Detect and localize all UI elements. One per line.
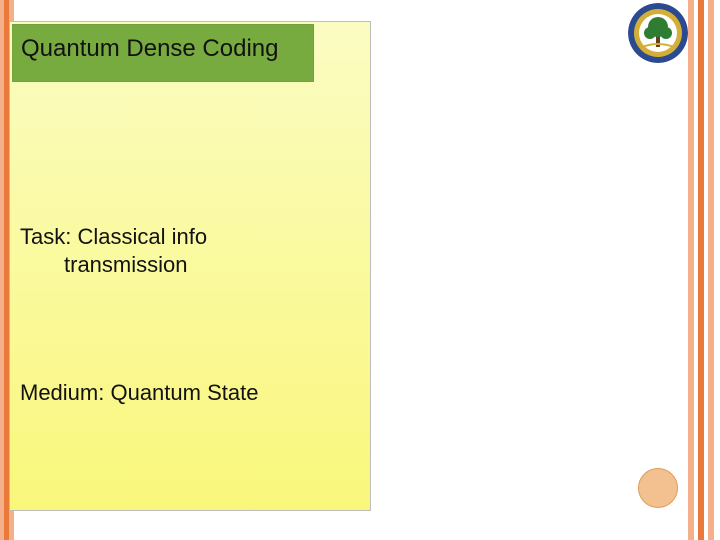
slide-title: Quantum Dense Coding [13,25,313,73]
title-box: Quantum Dense Coding [12,24,314,82]
institute-logo-icon [628,3,688,63]
accent-stripes-right [688,0,720,540]
content-panel: Quantum Dense Coding Task: Classical inf… [9,21,371,511]
page-indicator-dot [638,468,678,508]
medium-text: Medium: Quantum State [20,380,258,406]
task-text-line2: transmission [64,252,187,278]
task-text-line1: Task: Classical info [20,224,207,250]
stripe [708,0,714,540]
